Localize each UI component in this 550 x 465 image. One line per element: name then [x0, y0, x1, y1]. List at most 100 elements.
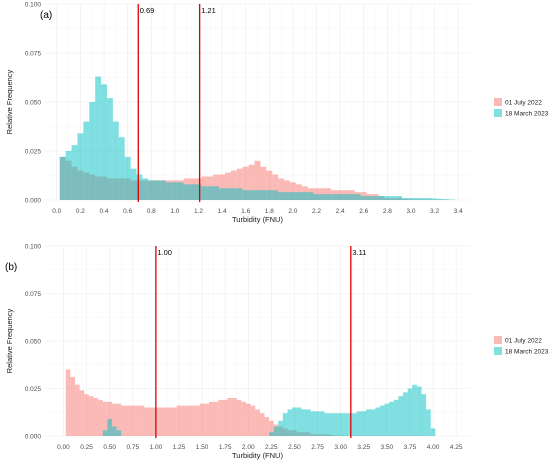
histogram-bar: [273, 426, 279, 436]
x-tick-label: 1.75: [219, 444, 232, 451]
histogram-bar: [301, 409, 307, 436]
histogram-bar: [419, 198, 426, 200]
x-tick-label: 0.6: [123, 208, 132, 215]
x-tick-label: 0.4: [100, 208, 109, 215]
legend-swatch: [494, 109, 502, 117]
x-axis-label: Turbidity (FNU): [232, 451, 283, 460]
histogram-bar: [245, 403, 251, 436]
histogram-bar: [360, 196, 367, 200]
histogram-bar: [306, 409, 311, 436]
histogram-bar: [70, 377, 76, 436]
histogram-bar: [166, 182, 172, 200]
histogram-bar: [343, 194, 349, 200]
histogram-bar: [77, 133, 84, 200]
x-tick-label: 3.50: [381, 444, 394, 451]
histogram-bar: [154, 180, 161, 200]
threshold-label: 3.11: [352, 248, 366, 257]
histogram-bar: [107, 418, 112, 436]
histogram-bar: [289, 192, 296, 200]
histogram-bar: [421, 394, 427, 436]
histogram-bar: [125, 405, 131, 436]
histogram-bar: [101, 84, 107, 200]
histogram-bar: [426, 409, 431, 436]
histogram-bar: [208, 401, 214, 436]
histogram-bar: [230, 170, 237, 200]
histogram-bar: [269, 432, 274, 436]
histogram-bar: [292, 407, 297, 436]
histogram-bar: [65, 151, 72, 200]
histogram-bar: [295, 192, 302, 200]
x-tick-label: 1.00: [150, 444, 163, 451]
histogram-bar: [136, 174, 143, 200]
histogram-bar: [338, 413, 343, 436]
histogram-bar: [190, 405, 196, 436]
y-tick-label: 0.100: [25, 243, 42, 250]
y-tick-label: 0.075: [25, 50, 42, 57]
histogram-bar: [177, 182, 184, 200]
histogram-bar: [254, 160, 261, 200]
histogram-bar: [416, 386, 422, 436]
histogram-bar: [181, 405, 186, 436]
x-tick-label: 0.75: [126, 444, 139, 451]
histogram-bar: [402, 198, 409, 200]
histogram-bar: [354, 194, 361, 200]
histogram-bar: [425, 198, 432, 200]
x-tick-label: 4.25: [450, 444, 463, 451]
histogram-bar: [183, 184, 190, 200]
x-tick-label: 2.25: [265, 444, 278, 451]
histogram-bar: [260, 166, 267, 200]
x-tick-label: 3.2: [430, 208, 439, 215]
histogram-bar: [284, 180, 290, 200]
x-tick-label: 0.25: [80, 444, 93, 451]
x-tick-label: 2.4: [336, 208, 345, 215]
histogram-bar: [348, 194, 355, 200]
histogram-bar: [75, 384, 80, 436]
legend-swatch: [494, 336, 502, 344]
histogram-bar: [282, 413, 288, 436]
histogram-bar: [93, 398, 99, 436]
histogram-bar: [259, 413, 265, 436]
x-axis-label: Turbidity (FNU): [232, 215, 283, 224]
histogram-bar: [230, 188, 237, 200]
histogram-bar: [135, 405, 140, 436]
histogram-bar: [59, 156, 66, 200]
histogram-bar: [407, 388, 413, 436]
y-tick-label: 0.025: [25, 386, 42, 393]
x-tick-label: 4.00: [427, 444, 440, 451]
x-tick-label: 1.50: [196, 444, 209, 451]
histogram-bar: [71, 145, 78, 200]
histogram-bar: [225, 172, 231, 200]
histogram-bar: [219, 188, 226, 200]
histogram-bar: [412, 384, 417, 436]
histogram-bar: [310, 411, 316, 436]
histogram-bar: [266, 170, 273, 200]
histogram-bar: [130, 405, 136, 436]
legend-label: 01 July 2022: [505, 338, 542, 345]
histogram-bar: [189, 184, 196, 200]
legend-swatch: [494, 98, 502, 106]
legend-label: 01 July 2022: [505, 100, 542, 107]
histogram-bar: [301, 192, 308, 200]
y-tick-label: 0.100: [25, 1, 42, 8]
histogram-bar: [370, 409, 376, 436]
histogram-bar: [204, 403, 209, 436]
histogram-bar: [324, 413, 330, 436]
histogram-bar: [160, 180, 167, 200]
x-tick-label: 2.75: [311, 444, 324, 451]
panel-label: (b): [5, 262, 17, 273]
histogram-bar: [236, 168, 243, 200]
histogram-bar: [269, 420, 274, 436]
histogram-bar: [272, 174, 279, 200]
histogram-bar: [378, 196, 385, 200]
histogram-bar: [116, 430, 122, 436]
x-tick-label: 3.25: [357, 444, 370, 451]
histogram-bar: [396, 196, 403, 200]
series-march-2023: [59, 76, 456, 200]
histogram-bar: [148, 180, 155, 200]
histogram-bar: [403, 392, 408, 436]
histogram-bar: [241, 401, 246, 436]
panel-label: (a): [40, 10, 52, 21]
histogram-bar: [195, 405, 200, 436]
y-tick-label: 0.025: [25, 148, 42, 155]
